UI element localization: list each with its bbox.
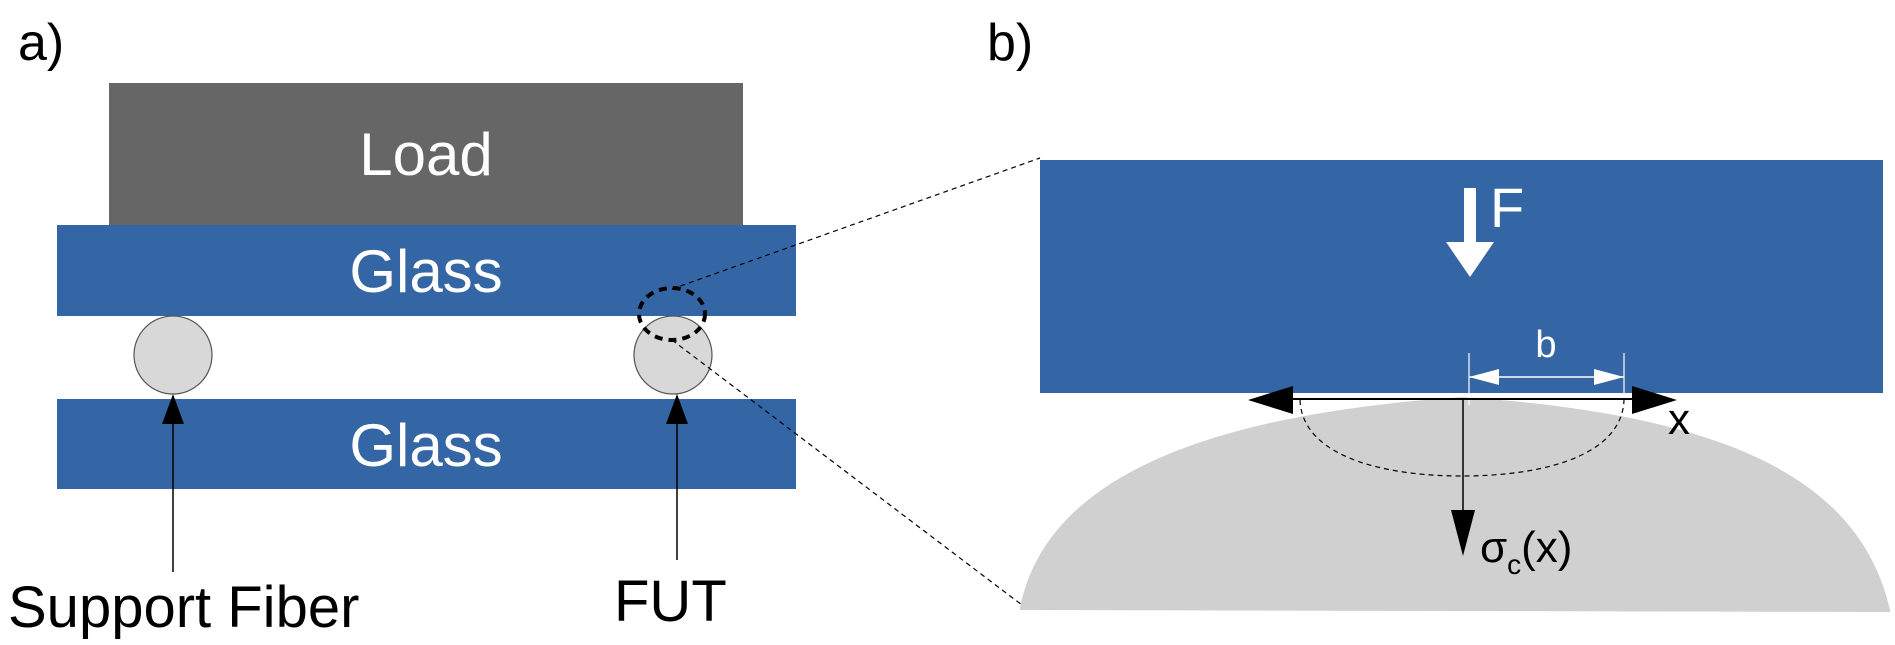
force-arrow-head <box>1446 242 1494 277</box>
panel-a-label: a) <box>18 14 64 72</box>
stress-symbol: σ <box>1480 523 1507 572</box>
fut-arrowhead <box>666 394 688 424</box>
support-fiber-label: Support Fiber <box>8 575 359 640</box>
zoom-line-bottom <box>671 339 1023 606</box>
x-axis-arrow-right <box>1632 386 1677 414</box>
panel-b: b) F b x σc(x) <box>987 14 1890 612</box>
support-fiber-arrowhead <box>162 394 184 424</box>
x-axis-label: x <box>1668 395 1690 444</box>
force-label: F <box>1490 176 1524 239</box>
width-arrow-left <box>1469 369 1499 385</box>
x-axis-arrow-left <box>1248 386 1293 414</box>
fut-label: FUT <box>614 569 727 634</box>
panel-a: a) Load Glass Glass Support Fiber FUT <box>8 14 796 640</box>
fut-fiber <box>633 315 713 395</box>
glass-plate-zoomed <box>1040 160 1883 393</box>
load-label: Load <box>359 121 492 188</box>
stress-arrow-head <box>1451 510 1475 556</box>
stress-label: σc(x) <box>1480 523 1572 580</box>
load-block <box>109 83 743 225</box>
width-label: b <box>1535 324 1556 366</box>
panel-b-label: b) <box>987 14 1033 72</box>
width-arrow-right <box>1594 369 1624 385</box>
support-fiber <box>133 315 213 395</box>
zoom-line-top <box>671 157 1041 290</box>
contact-stress-profile <box>1299 399 1625 477</box>
stress-argument: (x) <box>1521 523 1572 572</box>
bottom-glass-label: Glass <box>349 412 502 479</box>
fiber-section-zoomed <box>1020 397 1890 612</box>
force-arrow-shaft <box>1464 188 1476 244</box>
top-glass-label: Glass <box>349 238 502 305</box>
top-glass-plate <box>57 225 796 316</box>
stress-subscript: c <box>1507 549 1521 580</box>
